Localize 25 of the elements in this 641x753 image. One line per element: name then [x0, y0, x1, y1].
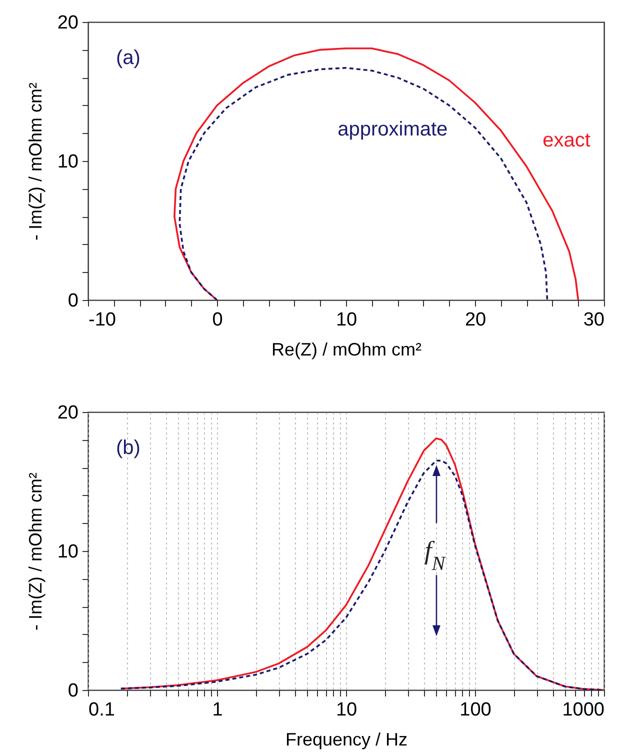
- y-tick-label: 20: [57, 402, 78, 424]
- y-axis-title: - Im(Z) / mOhm cm²: [25, 472, 46, 630]
- y-tick-label: 10: [57, 152, 78, 172]
- x-tick-label: 10: [336, 700, 358, 720]
- annotation: f$_{N}$: [424, 536, 447, 576]
- y-tick-label: 0: [68, 290, 78, 312]
- y-tick-label: 20: [57, 12, 78, 34]
- x-tick-label: 0: [212, 310, 223, 330]
- x-axis-title: Frequency / Hz: [285, 730, 408, 750]
- x-tick-label: 10: [336, 310, 358, 330]
- x-tick-label: 30: [583, 310, 604, 330]
- x-tick-label: 100: [460, 700, 492, 720]
- x-tick-label: -10: [88, 310, 116, 330]
- annotation: (b): [116, 437, 140, 459]
- series-label: exact: [542, 130, 591, 152]
- series-label: approximate: [338, 118, 448, 141]
- y-axis-title: - Im(Z) / mOhm cm²: [25, 82, 46, 240]
- x-tick-label: 0.1: [88, 700, 115, 720]
- y-tick-label: 10: [57, 542, 78, 562]
- x-tick-label: 20: [464, 310, 486, 330]
- annotation: (a): [116, 47, 140, 69]
- x-tick-label: 1000: [562, 700, 604, 720]
- x-tick-label: 1: [212, 700, 223, 720]
- y-tick-label: 0: [68, 680, 78, 702]
- x-axis-title: Re(Z) / mOhm cm²: [272, 340, 422, 360]
